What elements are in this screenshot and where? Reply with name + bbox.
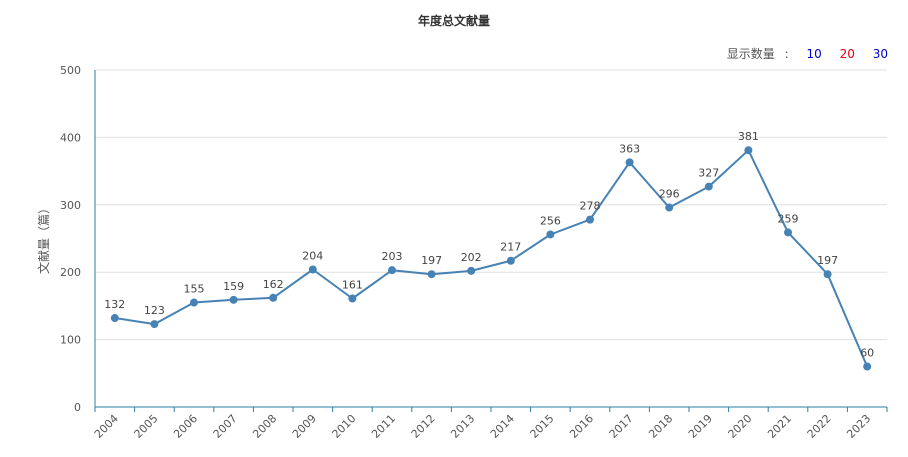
data-label: 162 <box>263 278 284 291</box>
data-point[interactable] <box>625 158 634 167</box>
x-tick-label: 2009 <box>290 412 319 441</box>
y-tick-label: 300 <box>60 199 81 212</box>
y-tick-label: 100 <box>60 334 81 347</box>
data-point[interactable] <box>110 314 119 323</box>
data-point[interactable] <box>388 266 396 275</box>
display-count-option-30[interactable]: 30 <box>872 47 888 61</box>
data-point[interactable] <box>586 215 594 224</box>
data-point[interactable] <box>308 265 317 274</box>
data-label: 155 <box>184 283 205 296</box>
y-axis-title: 文献量（篇） <box>36 202 51 274</box>
x-tick-label: 2011 <box>369 412 398 441</box>
x-tick-label: 2016 <box>567 412 596 441</box>
data-label: 197 <box>421 254 442 267</box>
x-tick-label: 2007 <box>211 412 240 441</box>
data-label: 296 <box>659 187 680 200</box>
data-label: 203 <box>382 250 403 263</box>
display-count-option-20[interactable]: 20 <box>839 47 855 61</box>
data-label: 204 <box>302 250 323 263</box>
data-point[interactable] <box>863 362 872 371</box>
x-tick-label: 2021 <box>765 412 794 441</box>
data-point[interactable] <box>506 256 515 265</box>
data-point[interactable] <box>823 270 832 279</box>
data-point[interactable] <box>150 320 159 329</box>
series-line <box>114 149 869 367</box>
data-label: 202 <box>461 251 482 264</box>
data-point[interactable] <box>427 270 436 279</box>
gridlines <box>95 69 887 341</box>
display-count-label: 显示数量 <box>726 47 775 61</box>
x-tick-label: 2010 <box>330 412 359 441</box>
data-point[interactable] <box>348 294 357 303</box>
y-tick-label: 200 <box>60 266 81 279</box>
data-label: 161 <box>342 278 363 291</box>
x-tick-label: 2017 <box>607 412 636 441</box>
y-tick-label: 0 <box>74 401 81 414</box>
x-tick-label: 2015 <box>528 412 557 441</box>
data-point[interactable] <box>744 146 753 155</box>
data-label: 60 <box>860 347 874 360</box>
x-tick-label: 2023 <box>844 412 873 441</box>
x-tick-label: 2022 <box>805 412 834 441</box>
data-point[interactable] <box>229 295 238 304</box>
data-label: 197 <box>817 254 838 267</box>
data-label: 132 <box>104 298 125 311</box>
y-tick-labels: 0 100 200 300 400 500 <box>60 64 81 414</box>
data-label: 123 <box>144 304 165 317</box>
data-label: 381 <box>738 130 759 143</box>
data-point[interactable] <box>784 228 792 237</box>
x-tick-label: 2005 <box>132 412 161 441</box>
data-point[interactable] <box>665 203 674 212</box>
x-tick-labels: 2004 2005 2006 2007 2008 2009 2010 2011 2012 2013… <box>92 412 873 441</box>
data-label: 159 <box>223 280 244 293</box>
x-tick-label: 2008 <box>250 412 279 441</box>
data-point[interactable] <box>190 298 198 307</box>
data-point[interactable] <box>467 266 476 275</box>
axes <box>94 70 888 412</box>
x-tick-label: 2012 <box>409 412 438 441</box>
data-label: 217 <box>500 241 521 254</box>
data-label: 256 <box>540 214 561 227</box>
x-tick-label: 2013 <box>448 412 477 441</box>
display-count-selector: 显示数量 : 10 20 30 <box>727 45 888 62</box>
y-tick-label: 400 <box>60 131 81 144</box>
data-labels: 132 123 155 159 162 204 161 203 197 202 217 256 278 3… <box>104 130 874 359</box>
data-point[interactable] <box>546 230 555 239</box>
x-tick-label: 2004 <box>92 412 121 441</box>
y-tick-label: 500 <box>60 64 81 77</box>
x-tick-label: 2006 <box>171 412 200 441</box>
data-label: 259 <box>778 212 799 225</box>
display-count-option-10[interactable]: 10 <box>806 47 822 61</box>
x-tick-label: 2020 <box>726 412 755 441</box>
data-label: 278 <box>580 200 601 213</box>
x-tick-label: 2019 <box>686 412 715 441</box>
display-count-colon: : <box>784 47 789 61</box>
data-point[interactable] <box>269 293 278 302</box>
series-layer <box>110 146 872 371</box>
x-tick-label: 2014 <box>488 412 517 441</box>
data-point[interactable] <box>704 182 713 191</box>
data-label: 363 <box>619 142 640 155</box>
x-tick-label: 2018 <box>646 412 675 441</box>
chart-title: 年度总文献量 <box>417 14 490 28</box>
data-label: 327 <box>698 167 719 180</box>
